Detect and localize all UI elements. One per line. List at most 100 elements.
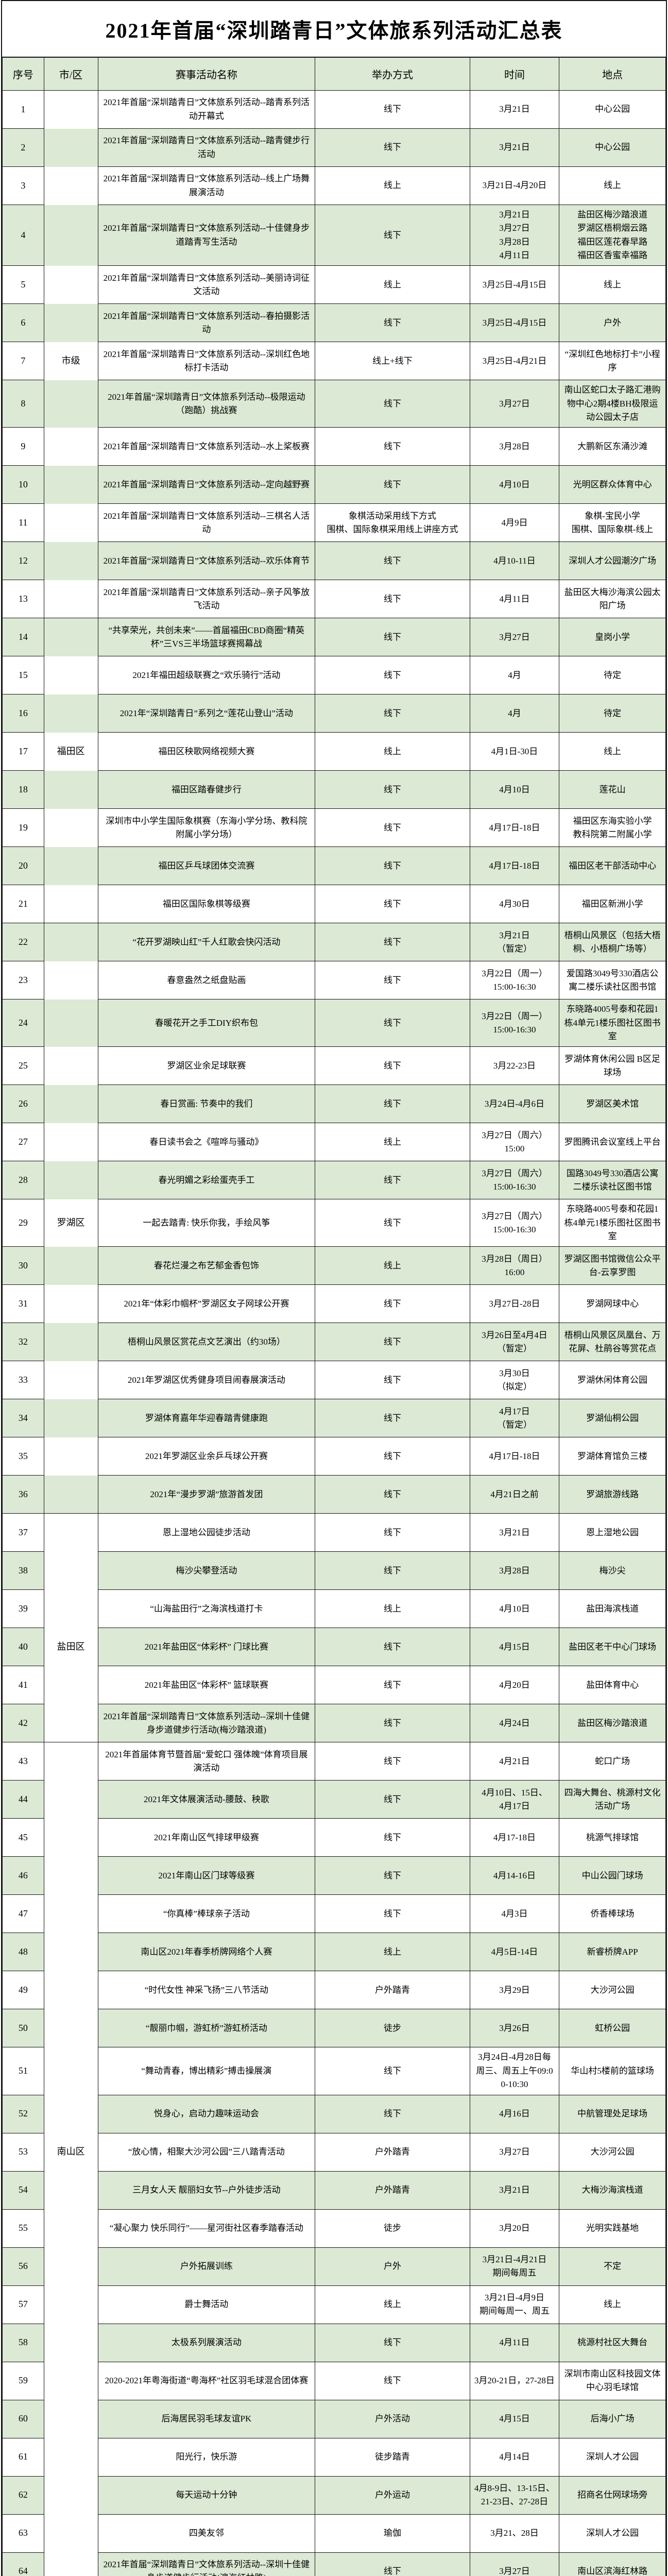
cell-place: 罗湖体育馆负三楼 <box>559 1437 666 1476</box>
cell-place: 线上 <box>559 265 666 304</box>
cell-method: 线下 <box>315 885 470 924</box>
cell-place: 盐田区老干中心门球场 <box>559 1628 666 1667</box>
cell-method: 线下 <box>315 380 470 428</box>
cell-no: 18 <box>2 770 44 809</box>
cell-place: 中航管理处足球场 <box>559 2094 666 2133</box>
cell-method: 户外踏青 <box>315 2132 470 2172</box>
cell-name: 罗湖区业余足球联赛 <box>97 1046 316 1086</box>
cell-method: 户外 <box>315 2247 470 2286</box>
cell-district <box>43 427 98 466</box>
cell-name: 悦身心，启动力趣味运动会 <box>97 2094 316 2133</box>
cell-place: 梧桐山风景区（包括大梧桐、小梧桐广场等） <box>559 923 666 962</box>
cell-method: 线下 <box>315 808 470 848</box>
table-row: 27 春日读书会之《喧哗与骚动》 线上 3月27日（周六） 15:00 罗图腾讯会议室线… <box>2 1123 666 1162</box>
cell-time: 4月17日-18日 <box>469 808 560 848</box>
cell-place: 桃源村社区大舞台 <box>559 2323 666 2362</box>
cell-no: 62 <box>2 2476 44 2515</box>
cell-place: 中山公园门球场 <box>559 1856 666 1895</box>
cell-method: 线下 <box>315 1161 470 1200</box>
cell-place: 光明实践基地 <box>559 2209 666 2248</box>
table-row: 13 2021年首届“深圳踏青日”文体旅系列活动--亲子风筝放飞活动 线下 4月11日… <box>2 580 666 619</box>
cell-name: “舞动青春，博出精彩”搏击操展演 <box>97 2047 316 2095</box>
cell-method: 徒步 <box>315 2209 470 2248</box>
cell-district <box>43 2209 98 2247</box>
cell-district <box>43 656 98 694</box>
cell-time: 4月 <box>469 694 560 733</box>
cell-place: 爱国路3049号330酒店公寓二楼乐读社区图书馆 <box>559 961 666 1000</box>
cell-method: 线上 <box>315 732 470 771</box>
table-row: 23 春意盎然之纸盘贴画 线下 3月22日（周一） 15:00-16:30 爱国路304… <box>2 961 666 1000</box>
cell-district <box>43 1046 98 1085</box>
cell-time: 4月30日 <box>469 885 560 924</box>
cell-district: 市级 <box>43 342 98 380</box>
cell-district <box>43 1704 98 1742</box>
cell-method: 线下 <box>315 1742 470 1781</box>
cell-time: 3月28日 <box>469 1551 560 1590</box>
cell-time: 3月27日 <box>469 618 560 657</box>
cell-method: 线下 <box>315 1399 470 1438</box>
cell-name: 梅沙尖攀登活动 <box>97 1551 316 1590</box>
cell-name: 2021年首届“深圳踏青日”文体旅系列活动--极限运动（跑酷）挑战赛 <box>97 380 316 428</box>
cell-name: 南山区2021年春季桥牌网络个人赛 <box>97 1933 316 1972</box>
cell-name: 春光明媚之彩绘蛋壳手工 <box>97 1161 316 1200</box>
table-row: 40 盐田区 2021年盐田区“体彩杯” 门球比赛 线下 4月15日 盐田区老干中心门球场 <box>2 1628 666 1667</box>
cell-no: 60 <box>2 2399 44 2438</box>
cell-place: 中心公园 <box>559 90 666 129</box>
cell-place: 福田区老干部活动中心 <box>559 846 666 886</box>
cell-no: 54 <box>2 2171 44 2210</box>
cell-no: 40 <box>2 1628 44 1667</box>
cell-district <box>43 2047 98 2095</box>
table-row: 56 户外拓展训练 户外 3月21日-4月21日 期间每周五 不定 <box>2 2247 666 2286</box>
cell-district <box>43 2552 98 2576</box>
cell-method: 线上 <box>315 1246 470 1285</box>
cell-name: 春日读书会之《喧哗与骚动》 <box>97 1123 316 1162</box>
table-row: 43 2021年首届体育节暨首届“爱蛇口 强体魄”体育项目展演活动 线下 4月21日蛇… <box>2 1742 666 1781</box>
table-row: 52 悦身心，启动力趣味运动会 线下 4月16日 中航管理处足球场 <box>2 2094 666 2133</box>
col-header-name: 赛事活动名称 <box>97 57 316 91</box>
table-row: 48 南山区2021年春季桥牌网络个人赛 线上 4月5日-14日 新睿桥牌APP <box>2 1933 666 1972</box>
cell-time: 3月21日 <box>469 1513 560 1552</box>
cell-time: 4月8-9日、13-15日、21-23日、27-28日 <box>469 2476 560 2515</box>
cell-time: 4月10日 <box>469 1589 560 1629</box>
cell-method: 户外踏青 <box>315 2171 470 2210</box>
cell-name: 春意盎然之纸盘贴画 <box>97 961 316 1000</box>
cell-place: 盐田区梅沙踏浪道 罗湖区梧桐烟云路 福田区莲花春早路 福田区香蜜幸福路 <box>559 204 666 266</box>
cell-method: 线下 <box>315 999 470 1047</box>
table-row: 15 2021年福田超级联赛之“欢乐骑行”活动 线下 4月 待定 <box>2 656 666 695</box>
cell-place: 中心公园 <box>559 128 666 167</box>
header-row: 序号 市/区 赛事活动名称 举办方式 时间 地点 <box>2 57 666 91</box>
table-row: 61 阳光行，快乐游 徒步踏青 4月14日 深圳人才公园 <box>2 2437 666 2477</box>
cell-no: 50 <box>2 2009 44 2048</box>
cell-district <box>43 265 98 304</box>
cell-method: 线下 <box>315 1551 470 1590</box>
cell-method: 线下 <box>315 2552 470 2576</box>
table-row: 24 春暖花开之手工DIY织布包 线下 3月22日（周一） 15:00-16:30 东晓… <box>2 999 666 1047</box>
cell-place: 罗湖休闲体育公园 <box>559 1361 666 1400</box>
table-row: 42 2021年首届“深圳踏青日”文体旅系列活动--深圳十佳健身步道健步行活动(梅… <box>2 1704 666 1743</box>
cell-name: 户外拓展训练 <box>97 2247 316 2286</box>
cell-district <box>43 885 98 923</box>
cell-time: 4月17日-18日 <box>469 846 560 886</box>
cell-district <box>43 2324 98 2362</box>
table-row: 29 罗湖区 一起去踏青: 快乐你我，手绘风筝 线下 3月27日（周六） 15:00-1… <box>2 1199 666 1247</box>
cell-name: 2021年首届“深圳踏青日”文体旅系列活动--春拍摄影活动 <box>97 303 316 343</box>
cell-district <box>43 999 98 1047</box>
cell-time: 4月17-18日 <box>469 1818 560 1857</box>
cell-no: 28 <box>2 1161 44 1200</box>
cell-no: 27 <box>2 1123 44 1162</box>
col-header-district: 市/区 <box>43 57 98 91</box>
cell-method: 线下 <box>315 580 470 619</box>
cell-no: 45 <box>2 1818 44 1857</box>
cell-district <box>43 1780 98 1819</box>
cell-name: 2021年首届“深圳踏青日”文体旅系列活动--十佳健身步道踏青写生活动 <box>97 204 316 266</box>
table-row: 20 福田区乒乓球团体交流赛 线下 4月17日-18日 福田区老干部活动中心 <box>2 846 666 886</box>
cell-time: 3月22日（周一） 15:00-16:30 <box>469 999 560 1047</box>
cell-name: “时代女性 神采飞扬”三八节活动 <box>97 1971 316 2010</box>
cell-place: 桃源气排球馆 <box>559 1818 666 1857</box>
cell-place: 待定 <box>559 656 666 695</box>
cell-place: 深圳人才公园 <box>559 2437 666 2477</box>
cell-name: 2021年首届“深圳踏青日”文体旅系列活动--深圳红色地标打卡活动 <box>97 342 316 381</box>
cell-district <box>43 1361 98 1399</box>
table-row: 64 2021年首届“深圳踏青日”文体旅系列活动--深圳十佳健身步道健步行活动(滨… <box>2 2552 666 2576</box>
